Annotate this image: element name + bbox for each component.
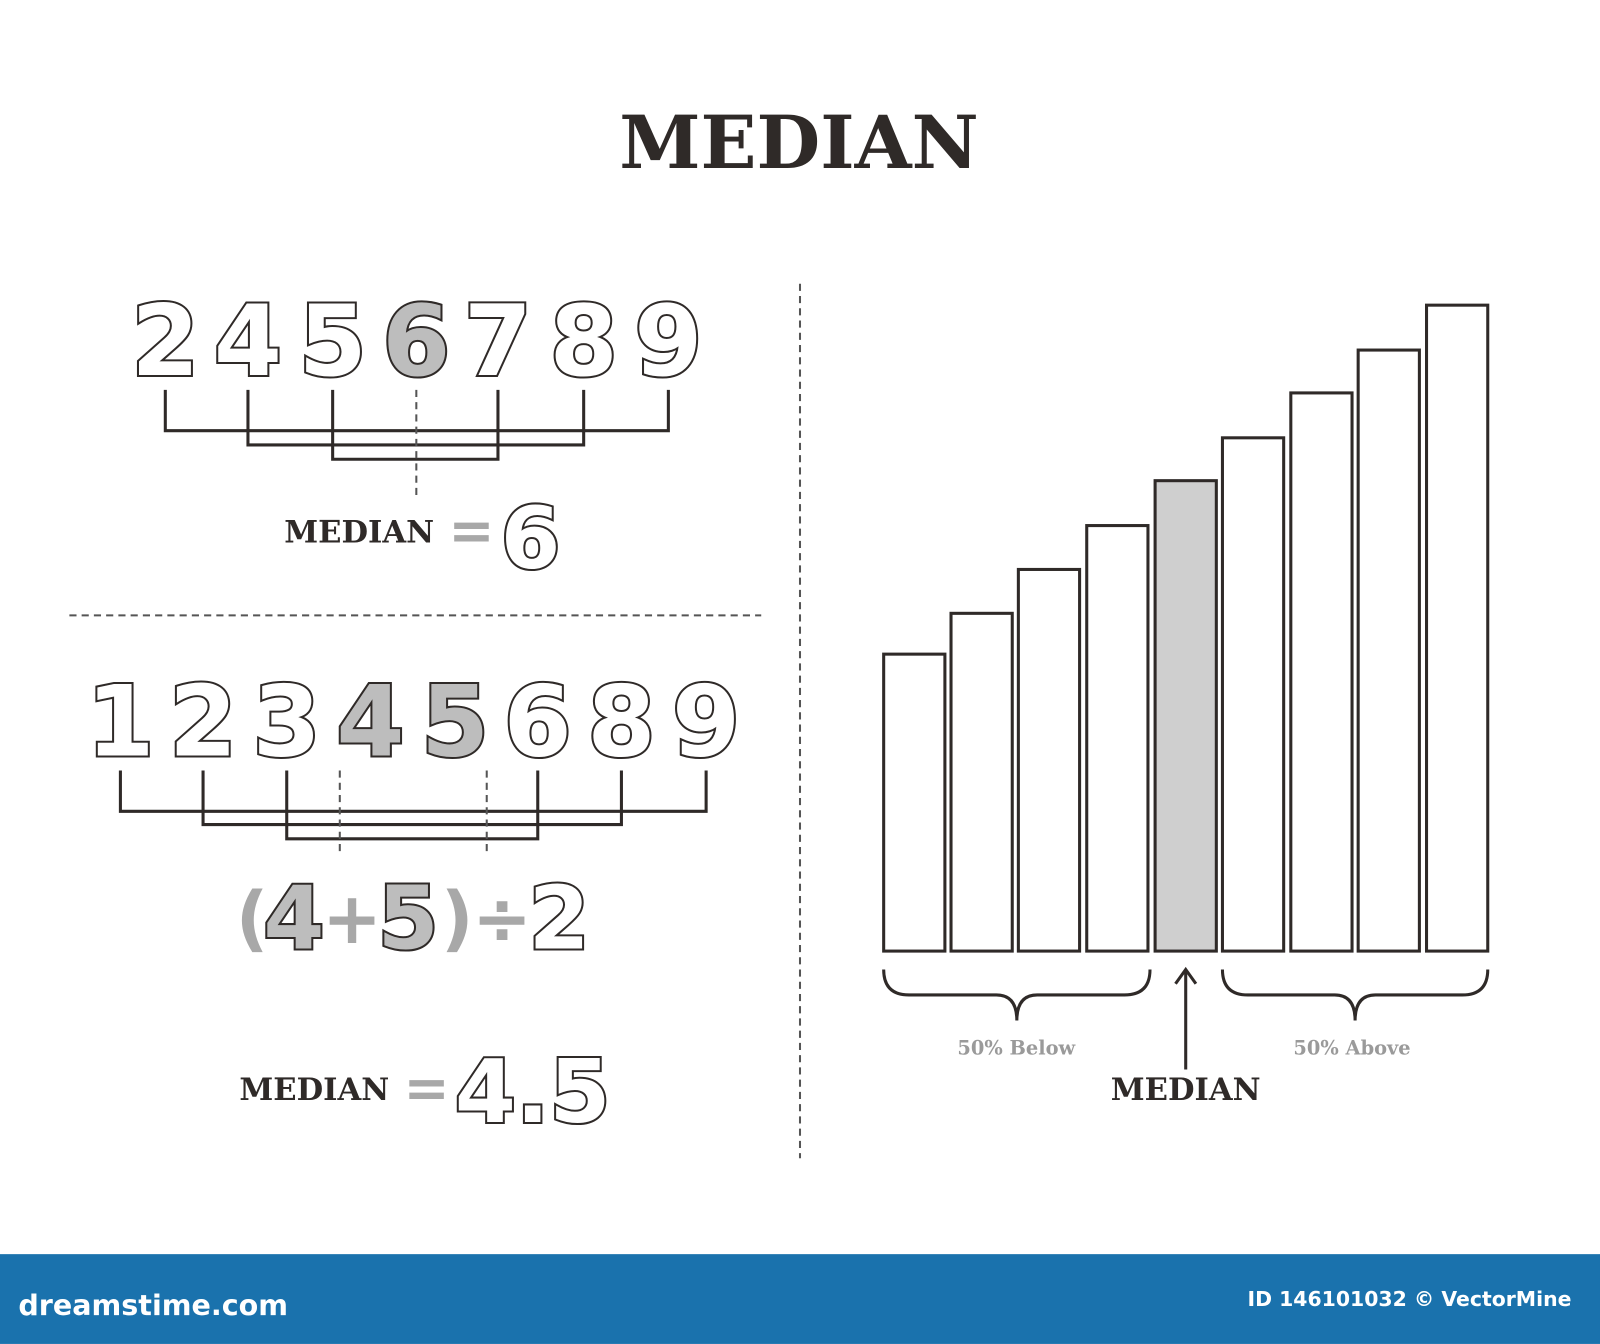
equals-sign: = — [448, 499, 494, 563]
bar — [1085, 524, 1150, 953]
number: 9 — [634, 285, 702, 399]
number: 8 — [587, 666, 655, 780]
formula-part: 2 — [529, 867, 590, 969]
arrow — [1174, 966, 1198, 1070]
bar — [882, 652, 947, 953]
formula-part: ÷ — [472, 877, 532, 960]
formula-part: ) — [441, 877, 474, 960]
below-label: 50% Below — [957, 1037, 1076, 1060]
footer-band — [0, 1254, 1600, 1344]
bar — [1220, 436, 1286, 953]
bar — [949, 611, 1014, 953]
number: 4 — [336, 666, 404, 780]
bar — [1153, 479, 1218, 953]
formula-part: + — [322, 877, 382, 960]
bar — [1016, 567, 1082, 953]
number: 9 — [672, 666, 740, 780]
brace — [882, 969, 1152, 1021]
formula-part: 4 — [263, 867, 324, 969]
formula-part: 5 — [378, 867, 439, 969]
title: MEDIAN — [619, 100, 978, 186]
equals-sign: = — [403, 1056, 449, 1120]
bracket — [201, 770, 623, 827]
number: 1 — [86, 666, 154, 780]
footer-site: dreamstime.com — [18, 1288, 288, 1322]
number: 3 — [253, 666, 321, 780]
number: 4 — [214, 285, 282, 399]
bar — [1356, 348, 1421, 953]
above-label: 50% Above — [1293, 1037, 1410, 1060]
bracket — [331, 389, 500, 461]
number: 2 — [131, 285, 199, 399]
number: 8 — [550, 285, 618, 399]
number: 5 — [299, 285, 367, 399]
number: 7 — [464, 285, 532, 399]
result: 6 — [501, 489, 561, 589]
number: 6 — [382, 285, 450, 399]
bar — [1425, 303, 1490, 953]
footer-credit: ID 146101032 © VectorMine — [1248, 1287, 1572, 1311]
bar — [1289, 391, 1354, 953]
result-label: MEDIAN — [284, 515, 434, 551]
bracket — [118, 770, 708, 813]
formula-part: ( — [236, 877, 269, 960]
brace — [1220, 969, 1490, 1021]
result-label: MEDIAN — [239, 1072, 389, 1108]
number: 6 — [504, 666, 572, 780]
bracket — [285, 770, 540, 841]
number: 2 — [169, 666, 237, 780]
result: 4.5 — [455, 1041, 610, 1143]
median-label: MEDIAN — [1111, 1072, 1261, 1108]
number: 5 — [421, 666, 489, 780]
